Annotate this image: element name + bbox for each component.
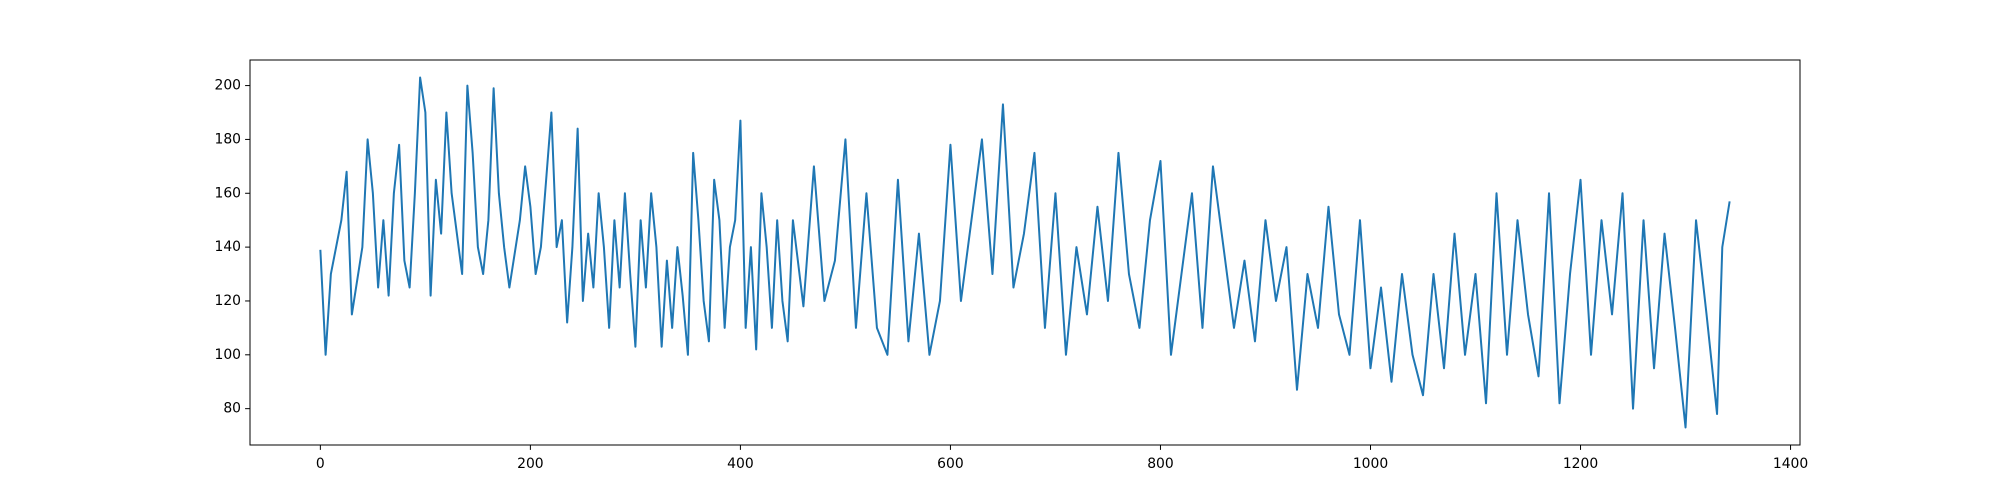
x-tick-label: 200	[517, 456, 544, 472]
x-tick-label: 600	[937, 456, 964, 472]
x-tick-label: 400	[727, 456, 754, 472]
x-tick-label: 1200	[1563, 456, 1598, 472]
y-tick-label: 180	[214, 131, 241, 147]
x-tick-label: 1000	[1353, 456, 1388, 472]
y-tick-label: 80	[223, 401, 241, 417]
x-tick-label: 1400	[1773, 456, 1808, 472]
y-tick-label: 140	[214, 239, 241, 255]
data-line	[319, 76, 1731, 429]
y-tick-label: 200	[214, 78, 241, 94]
x-tick-label: 800	[1147, 456, 1174, 472]
axes-frame	[249, 59, 1801, 446]
y-tick-label: 100	[214, 347, 241, 363]
y-tick-label: 120	[214, 293, 241, 309]
y-tick-label: 160	[214, 185, 241, 201]
x-tick-label: 0	[316, 456, 325, 472]
